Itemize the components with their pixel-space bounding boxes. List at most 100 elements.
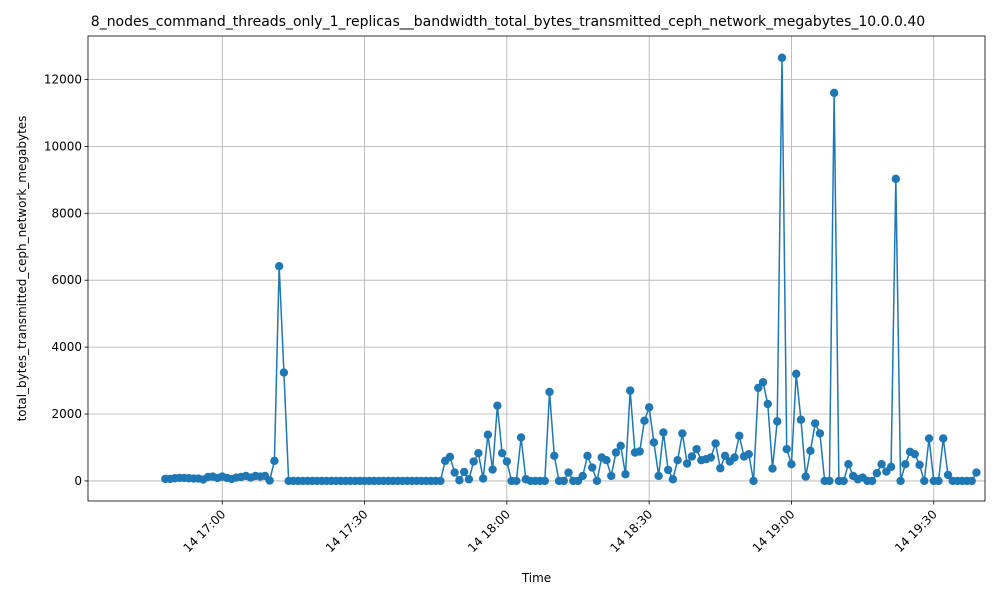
data-point [678,429,687,438]
data-point [478,474,488,483]
data-point [654,471,663,481]
y-tick-label: 12000 [44,72,82,86]
data-point [270,456,279,466]
data-point [706,453,716,462]
data-point [810,419,820,428]
data-point [545,387,554,397]
data-point [682,459,692,468]
data-point [792,369,801,379]
plot-frame [87,35,986,502]
data-point [436,476,445,486]
data-point [512,476,521,486]
data-point [844,460,853,469]
data-point [886,462,896,472]
data-point [730,453,739,462]
data-point [943,470,953,480]
data-point [920,476,929,486]
data-point [673,455,682,465]
data-point [445,452,455,462]
data-point [839,476,848,486]
data-point [711,439,720,448]
data-point [644,403,654,412]
data-point [877,460,886,469]
data-point [796,415,806,424]
data-point [635,447,644,456]
data-point [915,460,924,470]
data-point [825,476,834,486]
chart-title: 8_nodes_command_threads_only_1_replicas_… [91,14,925,30]
data-point [663,465,673,475]
data-point [716,464,725,473]
data-point [806,446,815,456]
data-point [896,476,905,486]
data-point [483,430,493,439]
data-point [625,386,635,395]
data-point [773,417,782,426]
data-point [763,399,772,409]
data-point [967,476,976,486]
data-point [607,471,616,481]
y-tick-label: 4000 [51,340,82,354]
data-point [692,444,701,454]
data-point [279,368,289,377]
data-point [450,468,459,477]
data-point [972,468,981,477]
data-point [815,429,825,438]
data-point [592,476,602,486]
data-point [659,428,668,437]
data-point [801,472,810,481]
data-point [464,475,474,484]
y-tick-label: 6000 [51,273,82,287]
y-tick-label: 0 [74,474,82,488]
data-point [455,476,464,485]
data-point [891,174,901,184]
data-point [611,448,621,457]
data-point [265,476,274,485]
data-point [924,434,934,443]
data-point [516,433,526,442]
y-tick-label: 10000 [44,139,82,153]
data-point [939,434,948,443]
y-axis-label: total_bytes_transmitted_ceph_network_meg… [15,116,29,422]
data-point [829,88,839,98]
data-point [735,431,744,440]
data-point [621,470,630,479]
data-point [488,465,497,474]
data-point [782,444,791,454]
data-point [588,463,597,472]
y-tick-label: 8000 [51,206,82,220]
data-point [602,455,611,465]
data-point [787,460,796,469]
data-point [668,475,678,484]
x-axis-label: Time [521,571,551,585]
data-point [578,471,587,481]
data-point [867,476,877,486]
data-point [768,464,777,473]
data-point [497,448,507,458]
data-point [502,457,512,466]
data-point [910,449,919,459]
data-point [901,460,910,469]
data-point [744,449,753,459]
data-point [274,261,284,271]
data-point [583,451,592,461]
data-point [559,476,568,486]
data-point [640,416,649,425]
data-point [934,476,943,486]
series-markers [161,53,981,486]
data-point [540,476,549,486]
data-point [459,467,469,477]
data-point [687,452,697,461]
data-point [720,451,730,461]
data-point [474,448,483,458]
data-point [550,451,559,461]
data-point [872,469,882,478]
data-point [754,383,763,393]
data-point [469,457,478,466]
data-point [616,441,625,450]
data-point [493,401,502,410]
data-point [649,438,659,447]
data-point [758,378,768,387]
